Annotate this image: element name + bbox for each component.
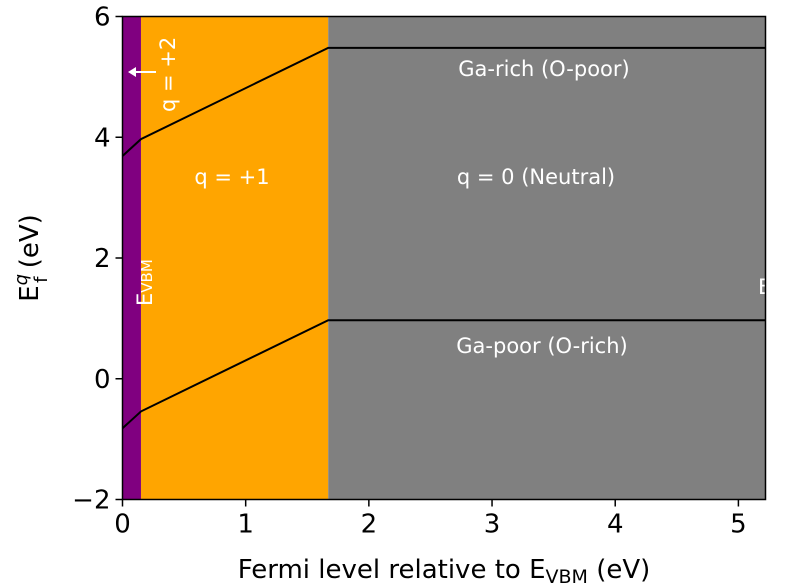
region-2 [328,16,766,500]
x-axis-ticks: 0 1 2 3 4 5 [114,499,747,540]
y-tick-label: 2 [94,244,111,274]
x-tick-label: 0 [114,510,131,540]
y-tick-label: −2 [72,486,110,516]
x-tick-label: 4 [607,510,624,540]
arrow-icon [128,67,156,77]
y-tick-label: 4 [94,123,111,153]
region-label-q-plus-2: q = +2 [156,37,180,112]
series-lines [121,46,766,430]
region-0 [122,16,141,500]
y-tick-label: 0 [94,365,111,395]
y-axis-label: Eqf (eV) [11,214,52,302]
series-label-ga-rich: Ga-rich (O-poor) [458,57,629,81]
series-label-ga-poor: Ga-poor (O-rich) [456,334,627,358]
x-tick-label: 2 [361,510,378,540]
region-labels: q = +1 q = 0 (Neutral) Ga-rich (O-poor) … [128,37,797,358]
y-axis-ticks: −2 0 2 4 6 [72,3,123,516]
region-label-q-plus-1: q = +1 [194,165,269,189]
vbm-label: EVBM [133,259,157,306]
x-tick-label: 3 [484,510,501,540]
region-label-q-neutral: q = 0 (Neutral) [457,165,615,189]
series-line-0 [121,46,766,157]
region-1 [140,16,329,500]
series-line-1 [121,319,766,430]
x-tick-label: 5 [730,510,747,540]
y-tick-label: 6 [94,3,111,33]
x-axis-label: Fermi level relative to EVBM (eV) [238,555,651,588]
x-tick-label: 1 [237,510,254,540]
cbm-label: ECBM [758,275,797,302]
charge-state-regions [122,16,766,500]
